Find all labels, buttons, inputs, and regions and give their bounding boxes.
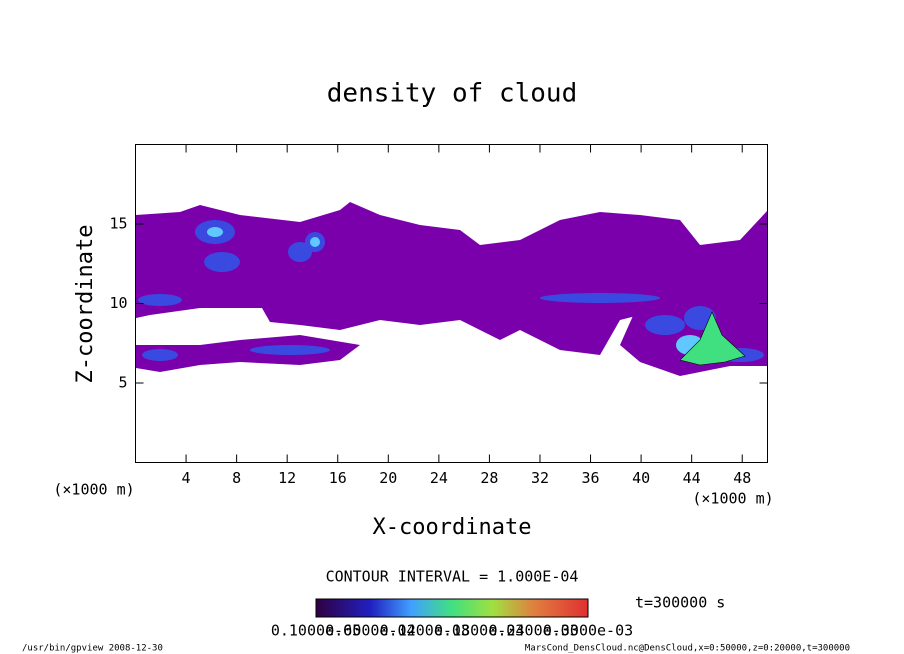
y-tick-label: 5 [118,374,127,392]
chart-title: density of cloud [327,79,577,109]
x-tick-label: 32 [531,469,549,487]
colorbar-label: 0.2400e-03 [488,622,578,640]
colorbar [315,598,589,618]
colorbar-label: 0.3000e-03 [543,622,633,640]
contour-interval: CONTOUR INTERVAL = 1.000E-04 [326,568,579,586]
colorbar-label: 0.1200e-03 [380,622,470,640]
x-axis-label: X-coordinate [373,515,532,540]
x-tick-label: 16 [329,469,347,487]
x-tick-label: 40 [632,469,650,487]
colorbar-label: 0.1800e-03 [434,622,524,640]
x-tick-label: 48 [733,469,751,487]
x-tick-label: 4 [182,469,191,487]
colorbar-labels: 0.1000e-050.6000e-040.1200e-030.1800e-03… [271,622,633,640]
colorbar-label: 0.6000e-04 [325,622,415,640]
x-tick-label: 44 [683,469,701,487]
x-tick-label: 12 [278,469,296,487]
x-unit-right: (×1000 m) [692,490,773,508]
time-label: t=300000 s [635,594,725,612]
colorbar-label: 0.1000e-05 [271,622,361,640]
y-axis-label: Z-coordinate [73,225,98,384]
x-tick-label: 28 [480,469,498,487]
x-tick-label: 24 [430,469,448,487]
footer-left: /usr/bin/gpview 2008-12-30 [22,644,163,654]
x-unit: (×1000 m) [53,481,134,499]
x-tick-label: 8 [232,469,241,487]
footer-right: MarsCond_DensCloud.nc@DensCloud,x=0:5000… [525,644,850,654]
y-tick-label: 15 [109,215,127,233]
cloud-field [136,202,768,376]
x-tick-label: 20 [379,469,397,487]
y-tick-label: 10 [109,294,127,312]
x-tick-label: 36 [582,469,600,487]
